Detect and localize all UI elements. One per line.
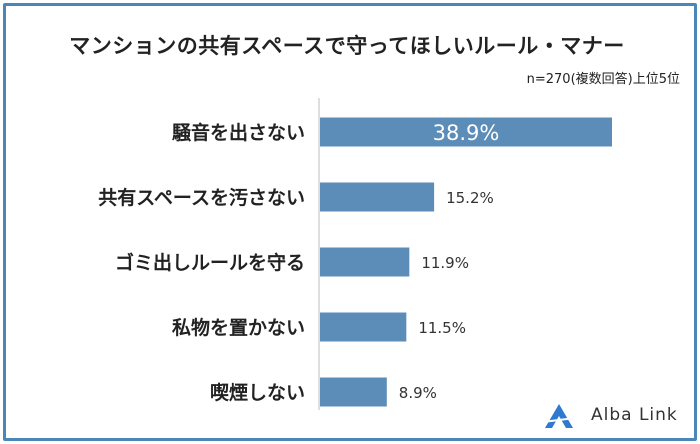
category-label: 騒音を出さない	[172, 121, 305, 144]
value-label: 8.9%	[399, 384, 437, 402]
bar	[320, 117, 612, 147]
brand-name: Alba Link	[591, 405, 678, 425]
value-label: 15.2%	[446, 189, 494, 207]
category-label: 喫煙しない	[210, 381, 305, 404]
chart-title: マンションの共有スペースで守ってほしいルール・マナー	[69, 34, 625, 58]
alba-link-logo-icon	[542, 404, 576, 428]
bar	[320, 182, 435, 212]
bar	[320, 377, 387, 407]
value-label: 38.9%	[433, 121, 500, 145]
chart-frame	[3, 3, 697, 441]
category-label: 共有スペースを汚さない	[98, 186, 305, 209]
chart-subtitle: n=270(複数回答)上位5位	[526, 72, 680, 87]
bar	[320, 312, 407, 342]
category-label: ゴミ出しルールを守る	[115, 251, 305, 274]
bar	[320, 247, 410, 277]
category-label: 私物を置かない	[172, 316, 305, 339]
value-label: 11.9%	[421, 254, 469, 272]
value-label: 11.5%	[418, 319, 466, 337]
